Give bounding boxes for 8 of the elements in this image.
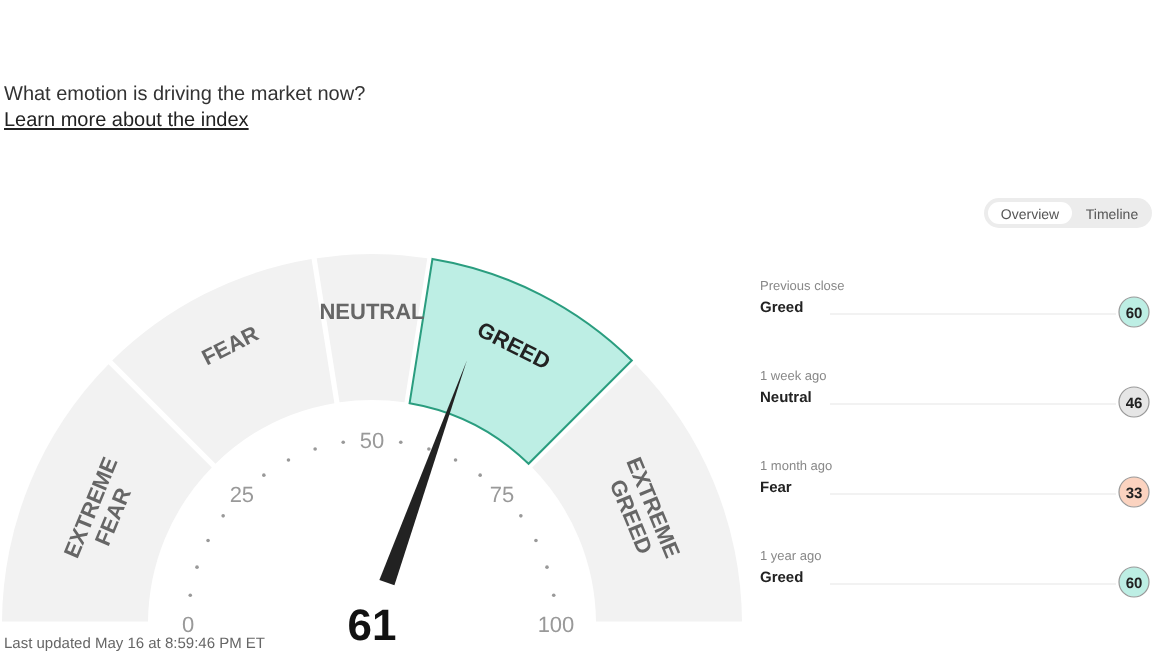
text: 50 [359,430,385,454]
text: 0 [181,614,195,638]
text: 25 [229,483,255,508]
text: 100 [537,614,575,638]
chart-subtitle: What emotion is driving the market now? [4,84,367,106]
text: 61 [347,600,397,650]
text: 75 [489,483,515,508]
text: Learn more about the index [4,110,249,132]
